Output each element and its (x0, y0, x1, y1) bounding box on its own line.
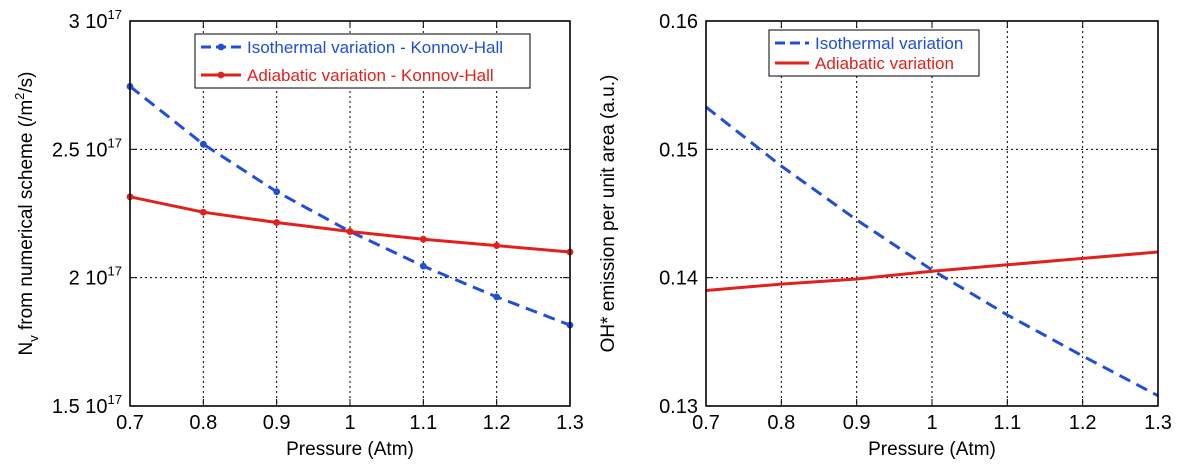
legend-label-1: Isothermal variation - Konnov-Hall (247, 38, 503, 57)
x-tick-label: 1.3 (1144, 412, 1172, 434)
plot-frame (705, 20, 1159, 407)
series-1-point (199, 140, 207, 148)
x-tick-label: 1.1 (993, 412, 1021, 434)
x-tick-label: 1 (926, 412, 937, 434)
x-tick-label: 0.9 (263, 412, 291, 434)
series-2-point (199, 208, 207, 216)
y-tick-label: 0.16 (659, 11, 698, 33)
x-tick-label: 1.3 (556, 412, 584, 434)
y-axis-label: Nv from numerical scheme (/m2/s) (12, 71, 41, 355)
chart-panel-1: 0.7 0.8 0.9 1 1.1 1.2 1.3 1.5 1017 2 1017 2.5 101… (12, 7, 584, 460)
x-tick-label: 0.8 (767, 412, 795, 434)
series-1-point (493, 293, 501, 301)
y-tick-label: 2.5 1017 (52, 135, 122, 161)
x-tick-label: 1.1 (409, 412, 437, 434)
legend-marker-1 (217, 43, 225, 51)
legend-box (194, 33, 531, 89)
series-2-point (346, 228, 354, 235)
series-2-point (273, 219, 281, 226)
x-tick-label: 0.8 (189, 412, 217, 434)
legend: Isothermal variation - Konnov-Hall Adiaba… (194, 33, 531, 89)
series-2-point (419, 235, 427, 243)
y-tick-label: 0.14 (659, 268, 698, 290)
x-tick-label: 0.7 (116, 412, 144, 434)
series-line-1 (705, 105, 1159, 398)
x-tick-label: 1.2 (1069, 412, 1097, 434)
series-1-point (273, 188, 281, 196)
legend-box (768, 29, 980, 77)
y-tick-label: 0.13 (659, 396, 698, 418)
y-tick-label: 0.15 (659, 139, 698, 161)
x-axis-label: Pressure (Atm) (286, 439, 414, 460)
y-tick-label: 3 1017 (69, 7, 122, 33)
y-tick-label: 1.5 1017 (52, 392, 122, 418)
x-tick-label: 0.7 (692, 412, 720, 434)
series-2-point (493, 242, 501, 249)
y-tick-label: 2 1017 (69, 264, 122, 290)
x-tick-label: 1 (344, 412, 355, 434)
chart-panel-2: 0.7 0.8 0.9 1 1.1 1.2 1.3 0.13 0.14 0.15 0.16 Isoth… (598, 11, 1172, 460)
x-tick-label: 1.2 (483, 412, 511, 434)
y-axis-label: OH* emission per unit area (a.u.) (598, 75, 619, 353)
x-axis-label: Pressure (Atm) (868, 439, 996, 460)
series-line-2 (705, 250, 1159, 292)
x-tick-label: 0.9 (843, 412, 871, 434)
series-line-2 (129, 195, 571, 254)
legend-marker-2 (217, 71, 225, 79)
series-1-point (419, 262, 427, 270)
legend-label-2: Adiabatic variation (815, 54, 954, 73)
legend-label-2: Adiabatic variation - Konnov-Hall (247, 66, 494, 85)
legend-label-1: Isothermal variation (815, 34, 963, 53)
plot-frame (129, 20, 571, 407)
